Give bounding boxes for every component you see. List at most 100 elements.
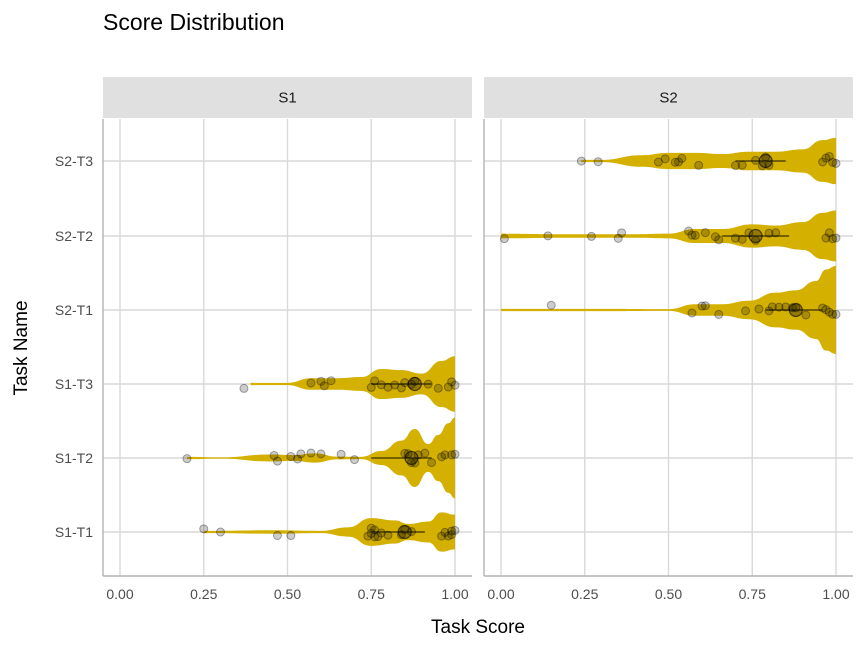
x-tick-label: 0.25 [190, 586, 217, 602]
median-point [788, 302, 803, 318]
x-tick-label: 0.00 [106, 586, 133, 602]
data-point [821, 153, 831, 163]
x-tick-label: 0.25 [571, 586, 598, 602]
x-tick-label: 0.50 [655, 586, 682, 602]
data-point [660, 154, 670, 164]
data-point [423, 379, 433, 389]
data-point [366, 528, 376, 538]
median-point [407, 376, 422, 392]
data-point [376, 528, 386, 538]
data-point [617, 228, 627, 238]
data-point [447, 530, 457, 540]
data-point [366, 523, 376, 533]
data-point [751, 155, 761, 165]
data-point [443, 382, 453, 392]
data-point [447, 450, 457, 460]
data-point [754, 304, 764, 314]
data-point [828, 157, 838, 167]
data-point [731, 233, 740, 243]
data-point [737, 160, 747, 170]
data-point [831, 309, 841, 319]
data-point [613, 233, 623, 243]
data-point [821, 305, 831, 315]
data-point [363, 531, 373, 541]
data-point [437, 531, 447, 541]
data-point [741, 306, 751, 316]
y-tick-label: S1-T2 [55, 450, 93, 466]
data-point [319, 381, 329, 391]
y-tick-label: S1-T3 [55, 376, 93, 392]
x-tick-label: 1.00 [822, 586, 849, 602]
data-point [771, 228, 781, 238]
data-point [373, 532, 383, 542]
data-point [731, 161, 740, 171]
data-point [433, 383, 443, 393]
data-point [546, 300, 556, 310]
violin-s1-t2 [187, 417, 455, 499]
data-point [366, 382, 376, 392]
data-point [714, 235, 724, 245]
y-tick-label: S2-T3 [55, 153, 93, 169]
data-point [296, 449, 306, 459]
data-point [764, 306, 774, 316]
x-tick-label: 0.50 [274, 586, 301, 602]
data-point [437, 452, 447, 462]
data-point [831, 158, 841, 168]
data-point [714, 309, 724, 319]
data-point [543, 231, 553, 241]
data-point [440, 450, 450, 460]
data-point [697, 301, 707, 311]
data-point [824, 228, 834, 238]
data-point [710, 232, 720, 242]
data-point [306, 378, 316, 388]
violin-s1-t1 [203, 512, 455, 552]
data-point [396, 383, 406, 393]
data-point [700, 228, 710, 238]
data-point [801, 310, 811, 320]
data-point [427, 458, 437, 468]
data-point [447, 526, 457, 536]
data-point [674, 157, 684, 167]
x-tick-label: 1.00 [441, 586, 468, 602]
data-point [370, 376, 380, 386]
median-point [397, 524, 412, 540]
data-point [450, 525, 460, 535]
data-point [350, 455, 359, 465]
data-point [370, 532, 380, 542]
data-point [818, 303, 828, 313]
x-tick-label: 0.75 [358, 586, 385, 602]
facet-strip-label: S2 [659, 90, 677, 107]
median-point [404, 450, 419, 466]
x-tick-label: 0.00 [487, 586, 514, 602]
facet-strip-label: S1 [278, 90, 296, 107]
violin-s2-t3 [581, 137, 836, 185]
data-point [767, 302, 777, 312]
data-point [499, 234, 509, 244]
data-point [737, 234, 747, 244]
data-point [447, 377, 457, 387]
facet-panel-s1: S1 0.00 0.25 0.50 0.75 1.00 S1-T1 S1-T2 S1-T3 S2-… [55, 77, 472, 602]
median-point [758, 153, 773, 169]
chart-title: Score Distribution [103, 9, 285, 35]
data-point [828, 309, 838, 319]
data-point [700, 301, 710, 311]
data-point [694, 160, 704, 170]
data-point [687, 230, 697, 240]
data-point [216, 527, 225, 537]
data-point [774, 302, 784, 312]
facet-strip [103, 77, 472, 118]
data-point [586, 231, 596, 241]
data-point [376, 380, 386, 390]
data-point [406, 379, 416, 389]
data-point [286, 531, 296, 541]
data-point [690, 230, 700, 240]
data-point [316, 449, 326, 459]
data-point [239, 383, 249, 393]
data-point [443, 531, 453, 541]
data-point [383, 382, 393, 392]
data-point [269, 450, 279, 460]
y-tick-label: S2-T2 [55, 228, 93, 244]
violin-s1-t3 [250, 356, 455, 412]
median-point [748, 228, 763, 244]
